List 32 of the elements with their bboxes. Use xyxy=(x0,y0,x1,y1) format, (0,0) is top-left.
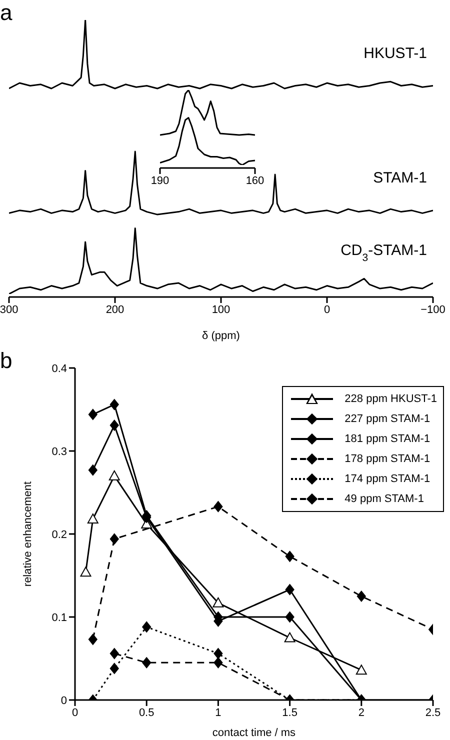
x-tick-label: 1.5 xyxy=(282,706,298,719)
legend-label: 228 ppm HKUST-1 xyxy=(344,393,437,405)
x-tick-label: 2 xyxy=(358,706,364,719)
x-axis-title: δ (ppm) xyxy=(202,330,240,342)
chart-title: a xyxy=(0,0,12,26)
x-tick-label: 0 xyxy=(324,304,330,316)
y-tick-label: 0 xyxy=(60,694,67,707)
chart-title: b xyxy=(0,348,12,374)
legend-label: 49 ppm STAM-1 xyxy=(344,493,424,505)
x-axis-title: contact time / ms xyxy=(212,727,296,739)
legend-label: 181 ppm STAM-1 xyxy=(344,433,430,445)
x-tick-label: 200 xyxy=(106,304,124,316)
x-tick-label: −100 xyxy=(420,304,446,316)
x-tick-label: 2.5 xyxy=(425,706,441,719)
x-tick-label: 300 xyxy=(0,304,18,316)
x-tick-label: 0 xyxy=(72,706,78,719)
series-label: HKUST-1 xyxy=(364,44,427,62)
y-tick-label: 0.1 xyxy=(52,612,67,624)
y-tick-label: 0.2 xyxy=(52,528,67,541)
x-tick-label: 0.5 xyxy=(138,706,154,719)
x-tick-label: 100 xyxy=(212,304,230,316)
y-axis-title: relative enhancement xyxy=(22,481,34,587)
y-tick-label: 0.4 xyxy=(52,362,67,375)
series-label: CD$_{3}$-STAM-1 xyxy=(340,242,427,264)
legend-label: 178 ppm STAM-1 xyxy=(344,453,430,465)
legend-label: 174 ppm STAM-1 xyxy=(344,473,430,485)
x-tick-label: 190 xyxy=(150,174,170,187)
y-tick-label: 0.3 xyxy=(52,446,67,458)
x-tick-label: 1 xyxy=(215,706,222,719)
x-tick-label: 160 xyxy=(246,174,264,187)
legend-label: 227 ppm STAM-1 xyxy=(344,413,430,425)
series-label: STAM-1 xyxy=(373,169,427,186)
